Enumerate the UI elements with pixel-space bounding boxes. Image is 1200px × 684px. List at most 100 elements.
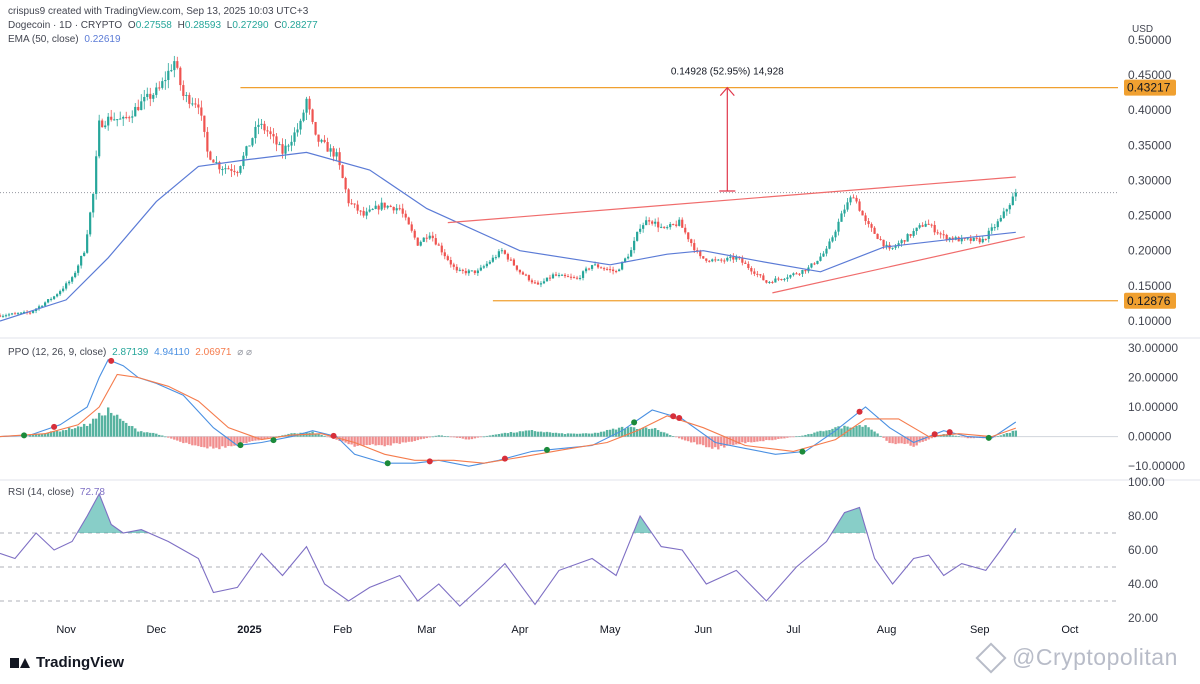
candle-body [152,94,155,99]
ppo-histogram-bar [906,436,909,444]
ppo-histogram-bar [681,436,684,440]
ppo-histogram-bar [239,436,242,446]
candle-body [566,276,570,278]
candle-body [611,269,615,272]
candle [257,118,260,135]
ppo-histogram-bar [488,435,492,437]
candle-body [618,269,621,272]
ppo-histogram-bar [720,436,723,446]
candle [873,226,876,234]
candle [200,100,203,121]
watermark-text: @Cryptopolitan [1012,644,1178,670]
candle [311,108,314,125]
candle [7,312,11,317]
candle-body [720,259,723,261]
candle-body [80,255,83,266]
candle [350,198,353,205]
candle [627,253,630,260]
candle [131,110,134,124]
candle [560,273,564,276]
level-badge-0 [1124,79,1176,96]
rsi-line [0,492,1017,607]
ppo-histogram-bar [317,433,320,437]
candle [891,247,894,250]
candle-body [759,274,762,276]
candle [83,251,86,257]
candle [161,77,164,90]
candle [380,197,383,212]
ppo-histogram-bar [79,426,83,437]
price-tick-label-1: 0.15000 [1128,279,1172,293]
ppo-histogram-bar [43,433,47,437]
candle [666,225,669,230]
tradingview-logo[interactable]: TradingView [10,654,124,671]
candle-body [831,237,834,242]
ppo-tick-label-2: 10.00000 [1128,400,1178,414]
candle-body [266,130,269,132]
ppo-histogram-bar [377,436,380,446]
ppo-settings-icon[interactable]: ⌀ ⌀ [237,347,253,358]
candle-body [281,144,284,154]
candle [13,311,17,315]
ppo-histogram-bar [491,434,495,437]
candle [798,273,801,276]
candle-body [747,263,750,269]
ppo-histogram-bar [696,436,699,445]
candle [49,297,53,302]
ppo-histogram-bar [512,432,516,437]
candle [134,103,137,117]
ppo-histogram-bar [473,436,477,439]
candle [416,237,419,246]
rsi-label: RSI (14, close) [8,487,75,498]
candle [212,159,215,163]
candle-body [651,221,654,224]
candle [777,276,780,282]
candle-body [981,238,984,243]
high-label: H [177,20,185,31]
candle-body [993,227,996,229]
candle-body [392,206,395,211]
ppo-histogram-bar [593,432,597,437]
candle [188,92,191,109]
candle [140,94,143,111]
ppo-histogram-bar [647,429,651,437]
candle-body [533,282,537,284]
candle [1008,203,1011,214]
candle [930,223,933,228]
ppo-histogram-bar [383,436,386,447]
candle-body [326,142,329,152]
candle-body [92,193,95,213]
candle-body [239,166,242,173]
candle [185,91,188,103]
ppo-histogram-bar [443,436,446,437]
ppo-histogram-bar [88,423,92,437]
candle-body [506,253,510,260]
date-tick-label-11: Oct [1061,624,1078,636]
candle [795,272,798,275]
candle-body [137,106,140,111]
candle [978,236,981,245]
ppo-histogram-bar [362,436,365,446]
ppo-histogram-bar [476,436,480,438]
candle-body [482,266,485,268]
candle [149,87,152,107]
candle [515,265,519,272]
price-tick-label-6: 0.40000 [1128,103,1172,117]
ppo-cross-down-marker [856,408,863,415]
candle [837,218,840,236]
ppo-histogram-bar [242,436,245,444]
ppo-histogram-bar [464,436,468,440]
ppo-histogram-bar [777,436,780,439]
date-tick-label-5: Apr [511,624,528,636]
candle [71,275,74,284]
ppo-value-3: 2.06971 [195,347,232,358]
candle [77,264,80,276]
candles-group [0,55,1017,318]
candle-body [918,225,921,228]
candle [80,255,83,269]
candle [194,98,197,108]
candle [326,137,329,152]
candle-body [497,251,500,258]
ppo-histogram-bar [131,426,134,437]
